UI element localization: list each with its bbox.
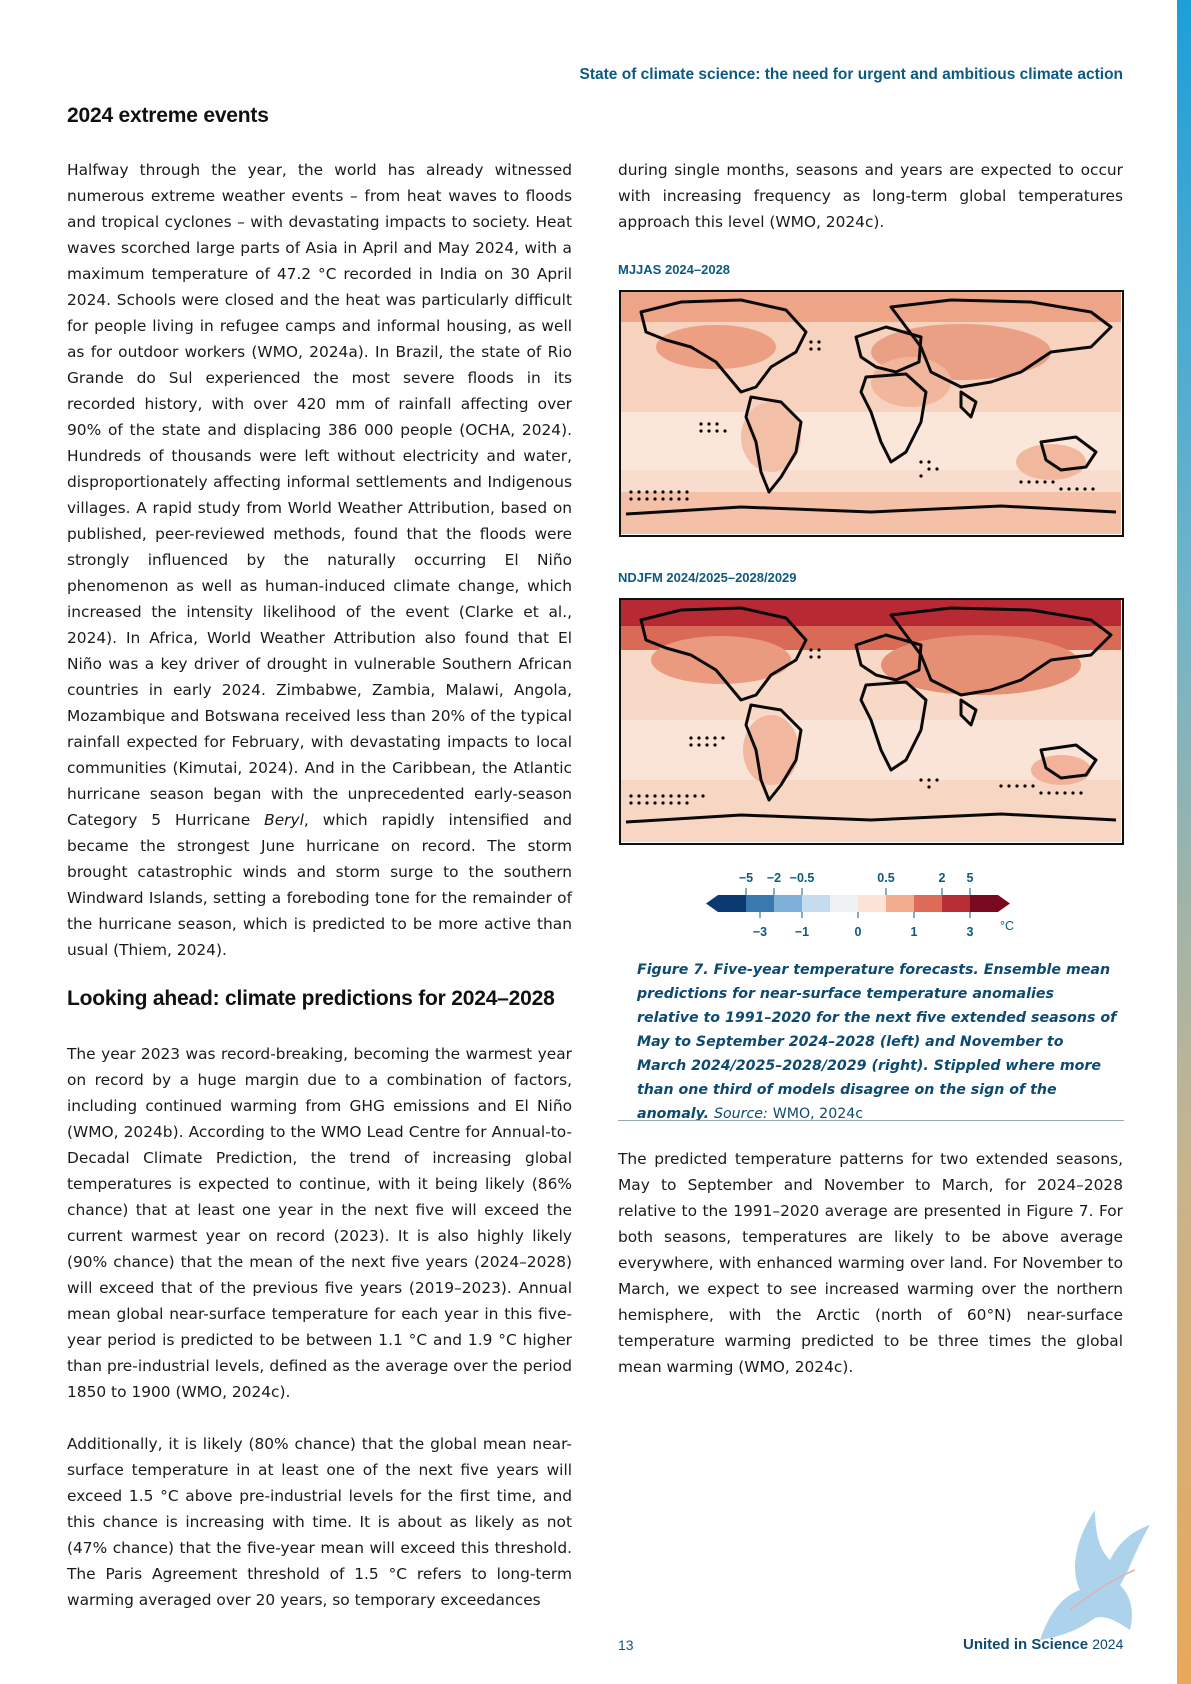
heading-extreme-events: 2024 extreme events bbox=[67, 104, 269, 127]
caption-source: WMO, 2024c bbox=[772, 1106, 864, 1122]
colorbar-tick-lower: −1 bbox=[795, 925, 809, 939]
map-label-ndjfm: NDJFM 2024/2025–2028/2029 bbox=[618, 570, 797, 585]
colorbar-arrow-low bbox=[706, 895, 718, 912]
temperature-map-ndjfm bbox=[619, 598, 1124, 845]
colorbar-tick-upper: 5 bbox=[967, 871, 974, 885]
colorbar-segment bbox=[886, 895, 914, 912]
bird-logo-icon bbox=[1040, 1510, 1150, 1640]
heading-looking-ahead: Looking ahead: climate predictions for 2… bbox=[67, 987, 555, 1010]
paragraph-likely-exceed: Additionally, it is likely (80% chance) … bbox=[67, 1435, 572, 1609]
colorbar-tick-upper: 0.5 bbox=[877, 871, 894, 885]
colorbar-segment bbox=[970, 895, 998, 912]
colorbar-tick-upper: −0.5 bbox=[790, 871, 815, 885]
colorbar-tick-upper: −2 bbox=[767, 871, 781, 885]
temperature-map-mjjas bbox=[619, 290, 1124, 537]
paragraph-continued: during single months, seasons and years … bbox=[618, 161, 1123, 231]
page-number: 13 bbox=[618, 1637, 634, 1653]
colorbar-arrow-high bbox=[998, 895, 1010, 912]
caption-source-label: Source: bbox=[713, 1106, 768, 1122]
colorbar: −5 −2 −0.5 0.5 2 5 −3 −1 0 1 3 °C bbox=[706, 871, 1014, 939]
colorbar-segment bbox=[774, 895, 802, 912]
map-label-mjjas: MJJAS 2024–2028 bbox=[618, 262, 731, 277]
colorbar-unit: °C bbox=[1000, 919, 1014, 933]
colorbar-segment bbox=[718, 895, 746, 912]
colorbar-tick-lower: 3 bbox=[967, 925, 974, 939]
colorbar-legend: −5 −2 −0.5 0.5 2 5 −3 −1 0 1 3 °C bbox=[700, 862, 1060, 952]
footer-year: 2024 bbox=[1092, 1636, 1124, 1652]
paragraph-text: , which rapidly intensified and became t… bbox=[67, 811, 572, 959]
colorbar-tick-lower: 0 bbox=[855, 925, 862, 939]
colorbar-segment bbox=[858, 895, 886, 912]
colorbar-segment bbox=[802, 895, 830, 912]
colorbar-segment bbox=[914, 895, 942, 912]
colorbar-segment bbox=[942, 895, 970, 912]
colorbar-segment bbox=[830, 895, 858, 912]
running-header: State of climate science: the need for u… bbox=[579, 66, 1123, 83]
figure-caption: Figure 7. Five-year temperature forecast… bbox=[637, 958, 1117, 1126]
paragraph-record-breaking: The year 2023 was record-breaking, becom… bbox=[67, 1045, 572, 1401]
footer-title-text: United in Science bbox=[963, 1636, 1089, 1653]
caption-text: Figure 7. Five-year temperature forecast… bbox=[637, 962, 1117, 1122]
map-graphic-mjjas bbox=[621, 292, 1121, 534]
colorbar-tick-upper: −5 bbox=[739, 871, 753, 885]
colorbar-segment bbox=[746, 895, 774, 912]
decorative-side-bar bbox=[1177, 0, 1191, 1684]
paragraph-text: Halfway through the year, the world has … bbox=[67, 161, 572, 829]
paragraph-predicted-patterns: The predicted temperature patterns for t… bbox=[618, 1150, 1123, 1376]
colorbar-tick-lower: −3 bbox=[753, 925, 767, 939]
hurricane-name: Beryl bbox=[264, 811, 304, 829]
map-graphic-ndjfm bbox=[621, 600, 1121, 842]
caption-divider bbox=[618, 1120, 1124, 1121]
paragraph-extreme-events: Halfway through the year, the world has … bbox=[67, 157, 572, 963]
colorbar-tick-lower: 1 bbox=[911, 925, 918, 939]
footer-publication: United in Science 2024 bbox=[963, 1636, 1123, 1653]
colorbar-tick-upper: 2 bbox=[939, 871, 946, 885]
